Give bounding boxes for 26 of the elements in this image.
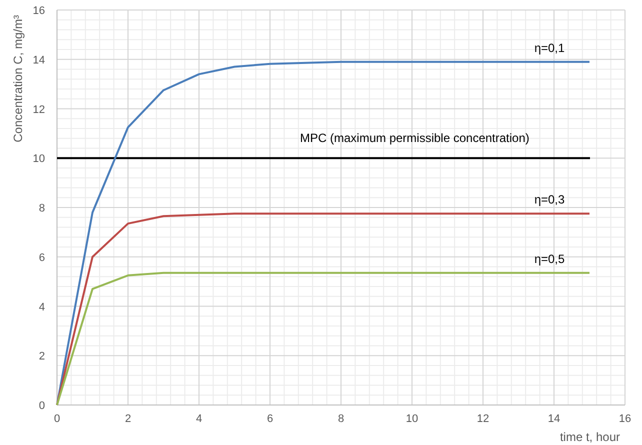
x-tick-label: 12 — [476, 413, 490, 425]
y-tick-label: 6 — [38, 252, 45, 264]
y-tick-label: 14 — [32, 54, 45, 66]
x-tick-label: 8 — [338, 413, 344, 425]
x-tick-label: 2 — [124, 413, 132, 425]
y-axis-title: Concentration C, mg/m³ — [11, 15, 25, 142]
series-label: η=0,3 — [534, 192, 565, 207]
series-label: η=0,5 — [534, 252, 565, 266]
x-tick-label: 10 — [406, 413, 418, 425]
x-tick-label: 6 — [266, 413, 274, 425]
y-tick-label: 8 — [38, 202, 45, 214]
y-tick-label: 4 — [38, 301, 45, 314]
y-tick-label: 12 — [32, 104, 45, 116]
x-tick-label: 14 — [548, 413, 560, 425]
ref-line-label: MPC (maximum permissible concentration) — [300, 131, 530, 146]
line-series — [56, 272, 590, 406]
x-tick-label: 16 — [618, 413, 632, 425]
y-tick-label: 0 — [38, 400, 45, 412]
x-tick-label: 4 — [196, 413, 202, 425]
x-tick-label: 0 — [54, 413, 60, 425]
y-tick-label: 16 — [32, 5, 45, 17]
y-tick-label: 2 — [38, 350, 45, 363]
x-axis-title: time t, hour — [560, 430, 620, 444]
series-label: η=0,1 — [534, 40, 565, 55]
line-series — [56, 60, 590, 406]
y-tick-label: 10 — [32, 153, 45, 166]
